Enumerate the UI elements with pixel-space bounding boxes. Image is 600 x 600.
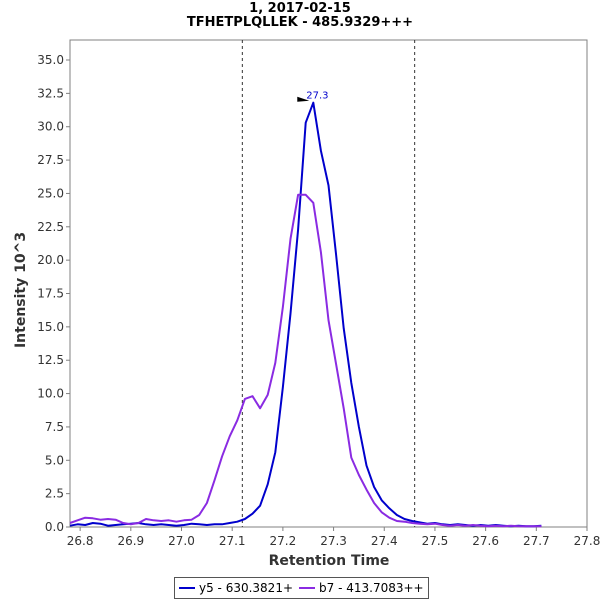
legend-swatch-y5: [179, 587, 195, 589]
y-tick-label: 2.5: [45, 487, 64, 501]
y-tick-label: 0.0: [45, 520, 64, 534]
peak-label: 27.3: [306, 91, 328, 102]
y-tick-label: 27.5: [37, 153, 64, 167]
y-tick-label: 12.5: [37, 353, 64, 367]
x-tick-label: 27.0: [168, 534, 195, 548]
legend-label-y5: y5 - 630.3821+: [199, 581, 294, 595]
x-tick-label: 27.1: [219, 534, 246, 548]
plot-area: [69, 39, 588, 528]
x-tick-label: 27.8: [574, 534, 600, 548]
y-tick-label: 20.0: [37, 253, 64, 267]
y-axis-label: Intensity 10^3: [13, 232, 29, 348]
y-tick-label: 25.0: [37, 186, 64, 200]
x-tick-label: 27.5: [422, 534, 449, 548]
series-layer: [69, 101, 542, 528]
y-tick-label: 30.0: [37, 120, 64, 134]
peak-marker-icon: [297, 96, 310, 102]
y-tick-label: 15.0: [37, 320, 64, 334]
series-line-b7: [69, 193, 542, 528]
y-tick-label: 17.5: [37, 287, 64, 301]
y-axis: 0.0 2.5 5.0 7.5 10.0 12.5 15.0 17.5 20.0 22.5 25.0…: [37, 53, 70, 534]
x-tick-label: 27.7: [523, 534, 550, 548]
y-tick-label: 32.5: [37, 86, 64, 100]
y-tick-label: 10.0: [37, 387, 64, 401]
x-tick-label: 27.6: [472, 534, 499, 548]
annotation-layer: 27.3: [297, 91, 329, 102]
y-tick-label: 35.0: [37, 53, 64, 67]
x-tick-label: 26.8: [67, 534, 94, 548]
x-tick-label: 27.2: [270, 534, 297, 548]
x-tick-label: 27.3: [320, 534, 347, 548]
legend: y5 - 630.3821+ b7 - 413.7083++: [174, 577, 429, 599]
x-tick-label: 27.4: [371, 534, 398, 548]
legend-item-b7: b7 - 413.7083++: [299, 581, 424, 595]
legend-swatch-b7: [299, 587, 316, 589]
legend-item-y5: y5 - 630.3821+: [179, 581, 293, 595]
x-tick-label: 26.9: [117, 534, 144, 548]
x-axis-label: Retention Time: [269, 553, 390, 569]
legend-label-b7: b7 - 413.7083++: [319, 581, 424, 595]
y-tick-label: 7.5: [45, 420, 64, 434]
x-axis: 26.8 26.9 27.0 27.1 27.2 27.3 27.4 27.5 27.6 27.7…: [67, 527, 600, 548]
y-tick-label: 5.0: [45, 453, 64, 467]
y-tick-label: 22.5: [37, 220, 64, 234]
chart-title: 1, 2017-02-15: [249, 1, 351, 16]
chart-subtitle: TFHETPLQLLEK - 485.9329+++: [187, 15, 413, 30]
